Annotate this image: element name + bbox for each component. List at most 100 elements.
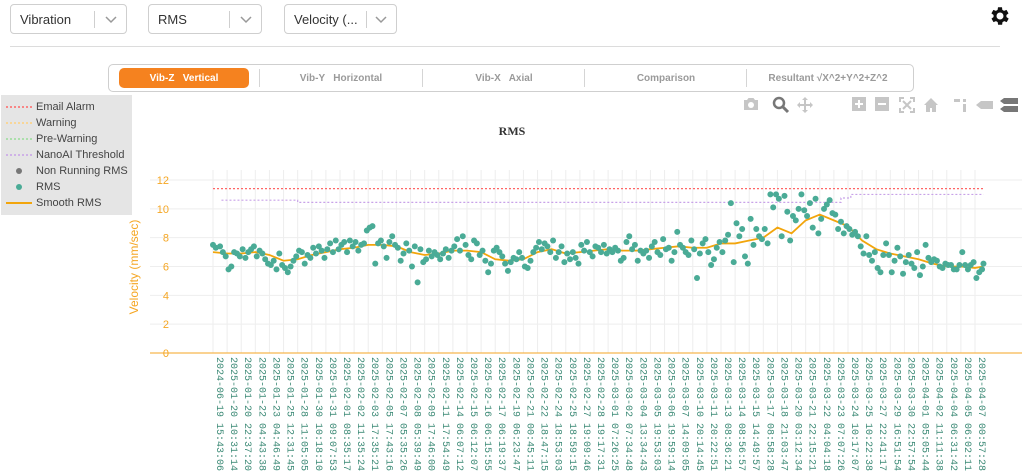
rms-point — [482, 257, 489, 264]
rms-point — [487, 260, 494, 267]
rms-point — [792, 217, 799, 224]
rms-point — [535, 238, 542, 245]
y-tick-label: 12 — [157, 175, 169, 187]
x-tick-label: 2025-02-28 19:17:31 — [594, 357, 605, 471]
chevron-down-icon[interactable] — [371, 7, 391, 31]
rms-point — [860, 250, 867, 257]
rms-point — [496, 249, 503, 256]
zoom-in-icon[interactable] — [851, 96, 867, 112]
legend-item-pre-warning[interactable]: Pre-Warning — [5, 132, 97, 146]
tab-vib-y-horizontal[interactable]: Vib-Y Horizontal — [299, 72, 383, 84]
zoom-icon[interactable] — [771, 96, 791, 114]
rms-point — [953, 266, 960, 273]
pan-icon[interactable] — [796, 96, 814, 114]
rms-point — [250, 243, 257, 250]
rms-point — [696, 250, 703, 257]
x-tick-label: 2025-01-25 12:31:45 — [284, 357, 295, 471]
rms-point — [504, 267, 511, 274]
rms-point — [462, 241, 469, 248]
y-tick-label: 0 — [163, 348, 169, 360]
unit-dropdown[interactable]: Velocity (... — [284, 4, 397, 34]
legend-item-nanoai-threshold[interactable]: NanoAI Threshold — [5, 148, 124, 162]
rms-point — [770, 204, 777, 211]
rms-point — [863, 233, 870, 240]
x-tick-label: 2025-02-22 18:47:15 — [538, 357, 549, 471]
rms-point — [651, 238, 658, 245]
rms-point — [764, 240, 771, 247]
x-tick-label: 2025-02-17 06:19:37 — [495, 357, 506, 471]
hover-closest-icon[interactable] — [974, 96, 994, 114]
x-tick-label: 2025-02-19 06:23:47 — [509, 357, 520, 471]
legend-item-rms[interactable]: RMS — [5, 180, 60, 194]
gear-icon[interactable] — [988, 4, 1012, 28]
rms-point — [262, 256, 269, 263]
x-tick-label: 2025-04-07 00:57:28 — [975, 357, 986, 471]
rms-point — [329, 249, 336, 256]
metric-dropdown[interactable]: RMS — [148, 4, 262, 34]
tab-separator — [422, 69, 423, 87]
rms-point — [815, 230, 822, 237]
legend-label: Non Running RMS — [36, 165, 128, 177]
parameter-dropdown[interactable]: Vibration — [10, 4, 127, 34]
legend-item-warning[interactable]: Warning — [5, 116, 77, 130]
rms-point — [555, 249, 562, 256]
metric-dropdown-value: RMS — [158, 12, 187, 27]
tab-comparison[interactable]: Comparison — [636, 72, 696, 84]
rms-point — [852, 228, 859, 235]
zoom-out-icon[interactable] — [874, 96, 890, 112]
x-tick-label: 2025-02-27 19:09:46 — [580, 357, 591, 471]
legend-item-smooth-rms[interactable]: Smooth RMS — [5, 196, 101, 210]
rms-point — [916, 272, 923, 279]
rms-point — [979, 266, 986, 273]
rms-point — [835, 226, 842, 233]
rms-point — [854, 233, 861, 240]
rms-point — [414, 279, 421, 286]
chevron-down-icon[interactable] — [236, 7, 256, 31]
y-tick-label: 6 — [163, 262, 169, 274]
rms-point — [902, 259, 909, 266]
home-icon[interactable] — [922, 96, 940, 114]
tab-vib-z-vertical[interactable]: Vib-Z Vertical — [119, 68, 249, 88]
rms-point — [702, 236, 709, 243]
x-tick-label: 2025-03-23 07:07:26 — [834, 357, 845, 471]
rms-point — [784, 208, 791, 215]
legend-dotted-swatch — [6, 154, 32, 156]
x-tick-label: 2025-02-15 06:12:07 — [467, 357, 478, 471]
rms-point — [877, 269, 884, 276]
rms-point — [823, 201, 830, 208]
rms-point — [857, 243, 864, 250]
hover-compare-icon[interactable] — [998, 96, 1020, 114]
rms-point — [259, 250, 266, 257]
rms-point — [524, 264, 531, 271]
rms-point — [685, 251, 692, 258]
camera-icon[interactable] — [742, 96, 760, 112]
rms-point — [507, 259, 514, 266]
legend-item-non-running-rms[interactable]: Non Running RMS — [5, 164, 128, 178]
x-tick-label: 2025-02-21 00:45:11 — [523, 357, 534, 471]
rms-point — [476, 251, 483, 258]
tab-resultant[interactable]: Resultant √X^2+Y^2+Z^2 — [768, 72, 888, 84]
rms-point — [408, 263, 415, 270]
rms-point — [561, 259, 568, 266]
rms-point — [767, 191, 774, 198]
chevron-down-icon[interactable] — [101, 7, 121, 31]
rms-point — [451, 243, 458, 250]
x-tick-label: 2025-03-21 22:15:21 — [806, 357, 817, 471]
x-tick-label: 2025-01-23 04:46:49 — [269, 357, 280, 471]
tab-vib-x-axial[interactable]: Vib-X Axial — [475, 72, 533, 84]
rms-point — [821, 205, 828, 212]
rms-point — [222, 253, 229, 260]
x-tick-label: 2025-02-07 05:35:26 — [396, 357, 407, 471]
autoscale-icon[interactable] — [898, 96, 916, 114]
rms-point — [598, 249, 605, 256]
legend-dotted-swatch — [6, 106, 32, 108]
rms-point — [750, 241, 757, 248]
legend-item-email-alarm[interactable]: Email Alarm — [5, 100, 95, 114]
spike-lines-icon[interactable] — [951, 96, 969, 114]
rms-point — [713, 244, 720, 251]
rms-point — [502, 260, 509, 267]
rms-point — [290, 257, 297, 264]
rms-point — [479, 247, 486, 254]
rms-point — [671, 249, 678, 256]
rms-point — [773, 191, 780, 198]
